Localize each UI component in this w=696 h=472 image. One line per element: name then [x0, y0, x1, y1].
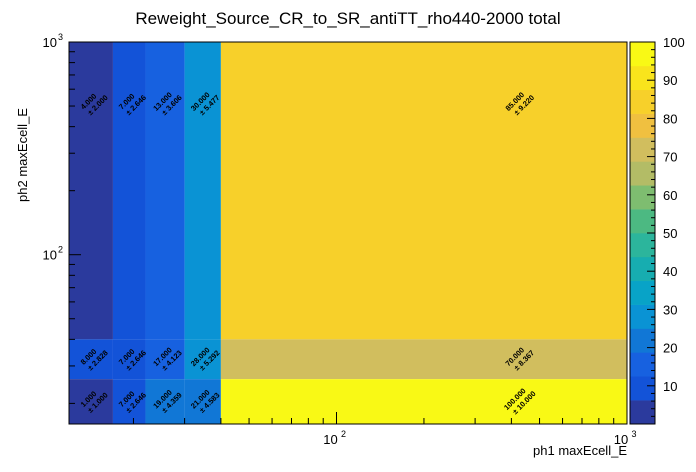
palette-band	[630, 256, 655, 282]
x-tick-exponent: 2	[341, 429, 346, 439]
palette-band	[630, 233, 655, 258]
palette-tick-label: 80	[663, 111, 677, 126]
heatmap-cell	[69, 379, 113, 424]
palette-band	[630, 161, 655, 186]
palette-band	[630, 304, 655, 329]
heatmap-cell	[145, 339, 185, 380]
palette-band	[630, 185, 655, 210]
heatmap-cell	[220, 379, 628, 424]
heatmap-cell	[184, 379, 221, 424]
y-tick-label: 10	[43, 35, 57, 50]
x-axis-title: ph1 maxEcell_E	[533, 443, 627, 458]
plot-border	[68, 41, 628, 425]
palette-band	[630, 65, 655, 91]
palette-tick-label: 40	[663, 264, 677, 279]
color-palette	[629, 41, 656, 425]
heatmap-cell	[184, 42, 221, 340]
heatmap-cell	[112, 339, 146, 380]
heatmap-cell	[220, 339, 628, 380]
palette-band	[630, 113, 655, 138]
x-axis-ticks: 10 2 10 3	[132, 412, 637, 447]
heatmap-cell	[145, 379, 185, 424]
palette-tick-label: 70	[663, 150, 677, 165]
palette-tick-label: 20	[663, 341, 677, 356]
y-axis-title: ph2 maxEcell_E	[15, 108, 30, 202]
palette-band	[630, 400, 655, 425]
palette-band	[630, 42, 655, 67]
palette-band	[630, 376, 655, 401]
palette-tick-label: 10	[663, 379, 677, 394]
y-tick-label: 10	[43, 248, 57, 263]
plot-frame	[68, 41, 628, 425]
x-tick-exponent: 3	[631, 429, 636, 439]
heatmap-cell	[220, 42, 628, 340]
y-tick-exponent: 3	[58, 32, 63, 42]
palette-tick-label: 50	[663, 226, 677, 241]
heatmap-cell	[112, 42, 146, 340]
palette-band	[630, 280, 655, 305]
palette-band	[630, 89, 655, 114]
palette-band	[630, 328, 655, 353]
chart-title: Reweight_Source_CR_to_SR_antiTT_rho440-2…	[135, 9, 560, 28]
heatmap-cell	[112, 379, 146, 424]
heatmap-cell	[145, 42, 185, 340]
heatmap-cell	[184, 339, 221, 380]
heatmap-cells	[69, 42, 628, 424]
heatmap-cell	[69, 339, 113, 380]
palette-tick-label: 90	[663, 73, 677, 88]
x-tick-label: 10	[614, 432, 628, 447]
palette-axis-ticks: 10 20 30 40 50 60 70 80 90 100	[647, 35, 685, 425]
palette-tick-label: 60	[663, 188, 677, 203]
x-tick-label: 10	[323, 432, 337, 447]
heatmap-cell	[69, 42, 113, 340]
palette-band	[630, 209, 655, 234]
palette-tick-label: 30	[663, 302, 677, 317]
palette-band	[630, 352, 655, 377]
y-tick-exponent: 2	[58, 245, 63, 255]
palette-band	[630, 137, 655, 162]
palette-tick-label: 100	[663, 35, 685, 50]
